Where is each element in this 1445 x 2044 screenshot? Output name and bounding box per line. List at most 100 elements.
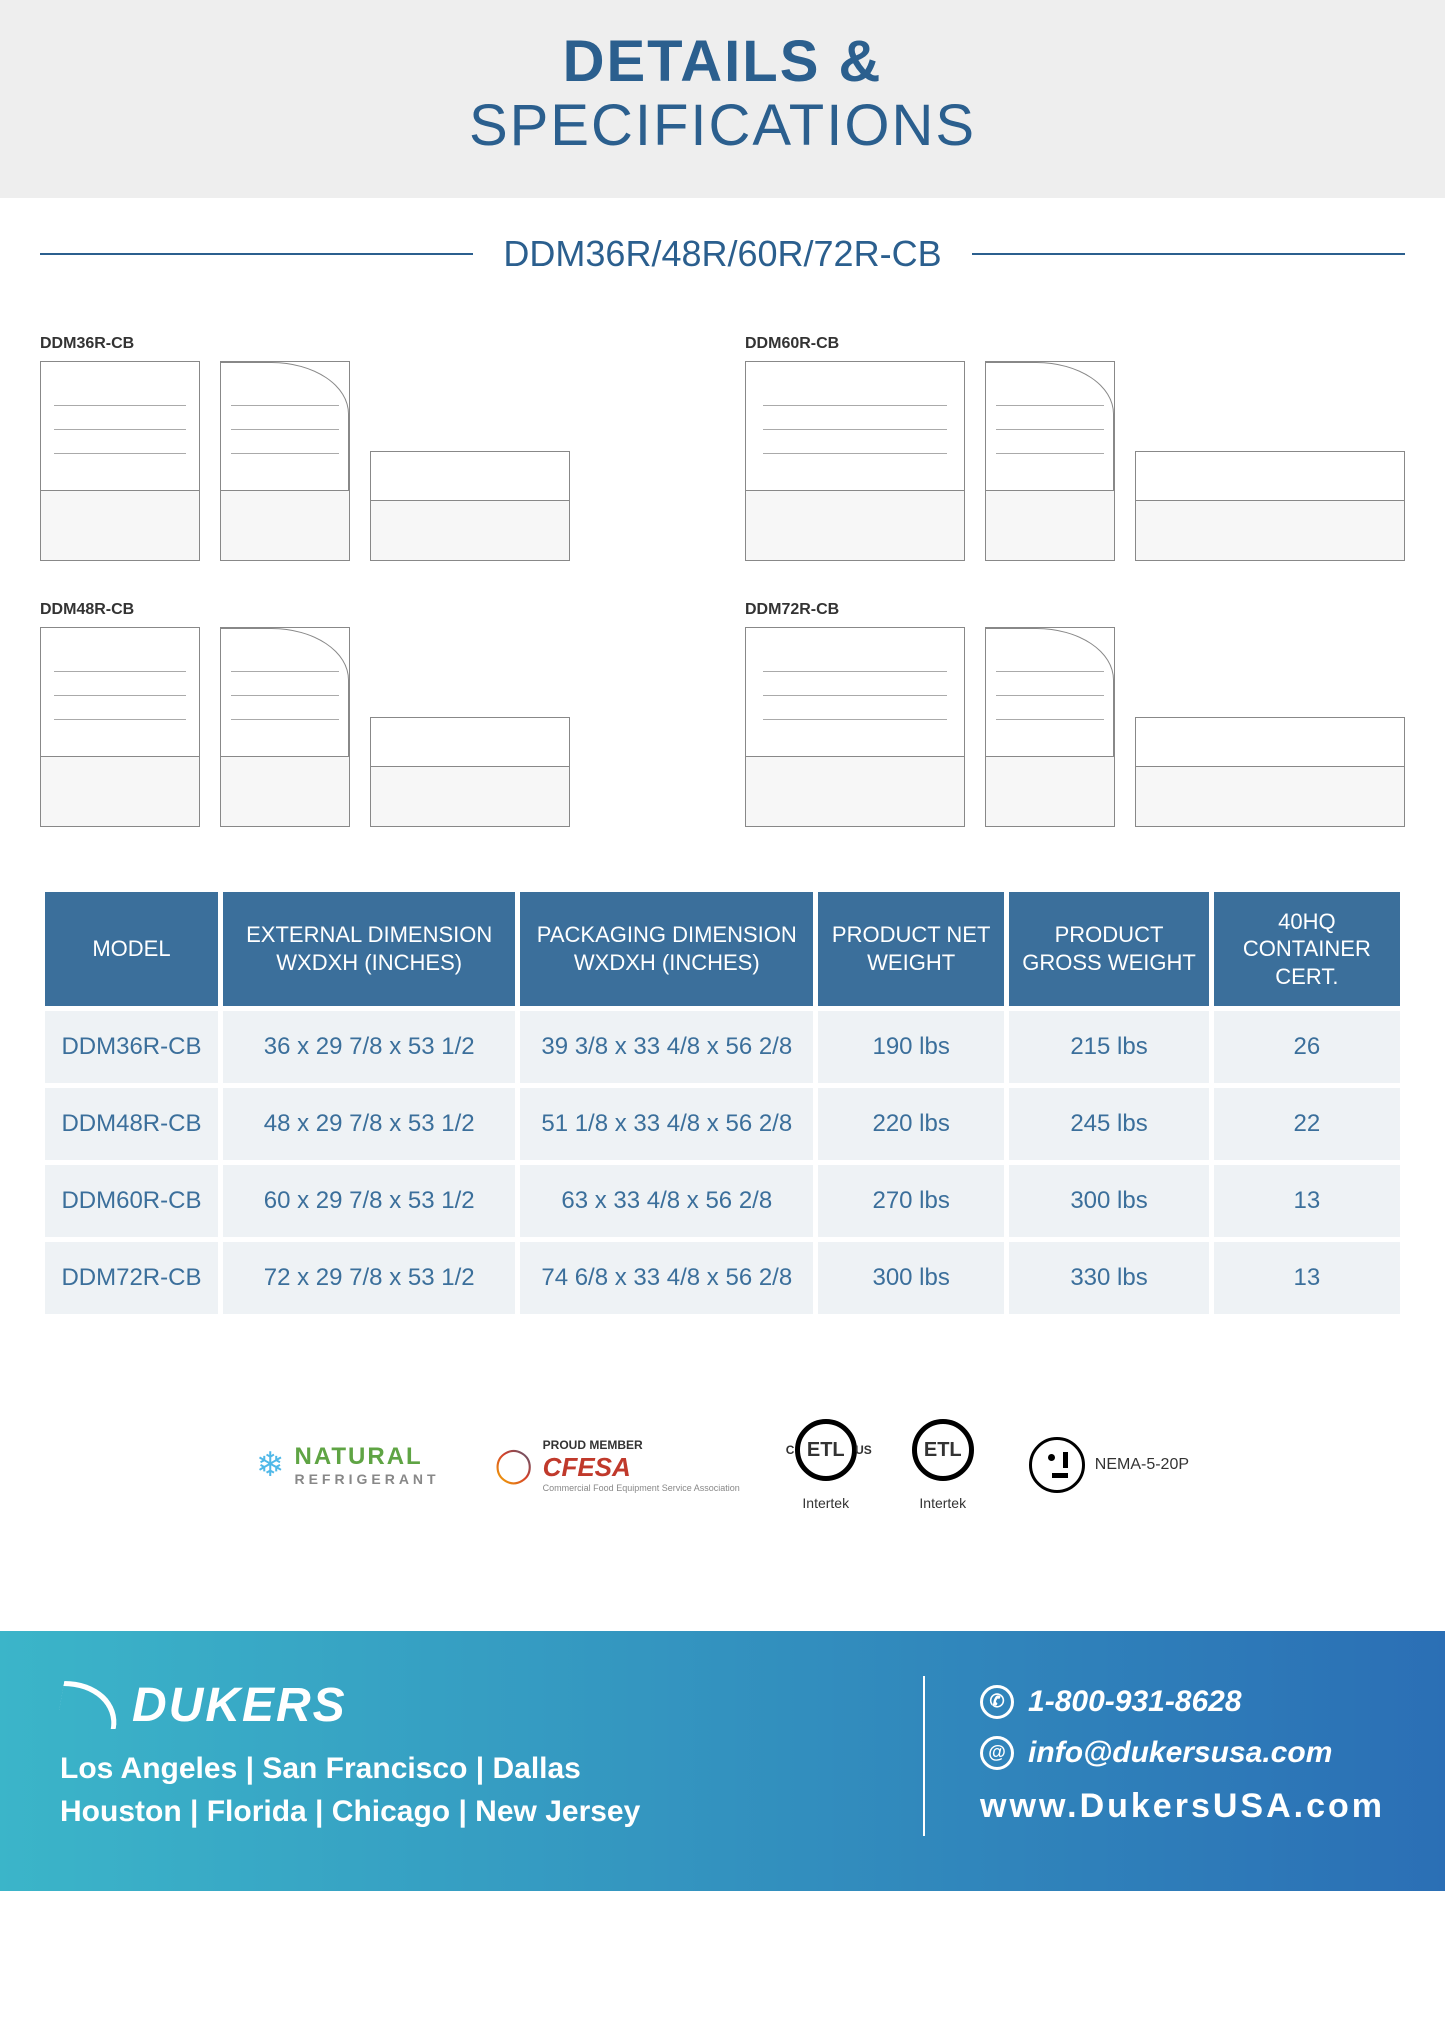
header-band: DETAILS & SPECIFICATIONS [0, 0, 1445, 198]
table-cell: 36 x 29 7/8 x 53 1/2 [223, 1011, 516, 1083]
title-line2: SPECIFICATIONS [469, 93, 976, 158]
email-address: info@dukersusa.com [1028, 1727, 1332, 1778]
etl-text: ETL [924, 1439, 962, 1462]
table-cell: 270 lbs [818, 1165, 1004, 1237]
table-cell: 245 lbs [1009, 1088, 1209, 1160]
cert-nema: NEMA-5-20P [1029, 1437, 1189, 1493]
etl-us-text: ETL [807, 1439, 845, 1462]
table-row: DDM36R-CB36 x 29 7/8 x 53 1/239 3/8 x 33… [45, 1011, 1400, 1083]
logo-swoosh-icon [56, 1681, 124, 1729]
drawing-side-view [985, 361, 1115, 561]
table-cell: 330 lbs [1009, 1242, 1209, 1314]
table-cell: 39 3/8 x 33 4/8 x 56 2/8 [520, 1011, 813, 1083]
model-range-label: DDM36R/48R/60R/72R-CB [473, 233, 971, 275]
drawing-front-view [40, 627, 200, 827]
cert-natural-refrigerant: ❄ NATURAL REFRIGERANT [256, 1443, 440, 1487]
etl-us-caption: Intertek [802, 1495, 849, 1511]
cfesa-swirl-icon: ◯ [495, 1445, 533, 1485]
table-row: DDM60R-CB60 x 29 7/8 x 53 1/263 x 33 4/8… [45, 1165, 1400, 1237]
drawing-label: DDM48R-CB [40, 601, 685, 619]
cfesa-line3: Commercial Food Equipment Service Associ… [543, 1483, 740, 1493]
snowflake-icon: ❄ [256, 1445, 285, 1485]
locations-line2: Houston | Florida | Chicago | New Jersey [60, 1790, 868, 1834]
cert-etl-us: ETL Intertek [795, 1419, 857, 1511]
table-row: DDM48R-CB48 x 29 7/8 x 53 1/251 1/8 x 33… [45, 1088, 1400, 1160]
table-header-cell: PRODUCT NETWEIGHT [818, 892, 1004, 1007]
table-header-cell: PACKAGING DIMENSIONWXDXH (INCHES) [520, 892, 813, 1007]
footer-locations: Los Angeles | San Francisco | Dallas Hou… [60, 1747, 868, 1834]
table-cell: DDM36R-CB [45, 1011, 218, 1083]
drawing-back-view [370, 451, 570, 561]
table-cell: 48 x 29 7/8 x 53 1/2 [223, 1088, 516, 1160]
brand-name: DUKERS [132, 1678, 347, 1733]
drawing-cell: DDM36R-CB [40, 335, 685, 561]
drawing-views [745, 361, 1405, 561]
table-cell: 300 lbs [818, 1242, 1004, 1314]
certification-row: ❄ NATURAL REFRIGERANT ◯ PROUD MEMBER CFE… [0, 1399, 1445, 1631]
table-cell: 26 [1214, 1011, 1400, 1083]
etl-us-badge-icon: ETL [795, 1419, 857, 1481]
drawing-label: DDM36R-CB [40, 335, 685, 353]
natural-line1: NATURAL [294, 1443, 439, 1471]
drawing-back-view [370, 717, 570, 827]
drawings-grid: DDM36R-CBDDM60R-CBDDM48R-CBDDM72R-CB [0, 295, 1445, 887]
cert-cfesa: ◯ PROUD MEMBER CFESA Commercial Food Equ… [495, 1438, 740, 1493]
spec-table-body: DDM36R-CB36 x 29 7/8 x 53 1/239 3/8 x 33… [45, 1011, 1400, 1314]
table-cell: 22 [1214, 1088, 1400, 1160]
spec-table: MODELEXTERNAL DIMENSIONWXDXH (INCHES)PAC… [40, 887, 1405, 1320]
table-cell: 51 1/8 x 33 4/8 x 56 2/8 [520, 1088, 813, 1160]
etl-badge-icon: ETL [912, 1419, 974, 1481]
footer: DUKERS Los Angeles | San Francisco | Dal… [0, 1631, 1445, 1891]
drawing-side-view [220, 361, 350, 561]
email-row: @ info@dukersusa.com [980, 1727, 1385, 1778]
drawing-label: DDM60R-CB [745, 335, 1405, 353]
cfesa-line1: PROUD MEMBER [543, 1438, 740, 1452]
footer-left: DUKERS Los Angeles | San Francisco | Dal… [60, 1678, 868, 1834]
rule-right [972, 253, 1405, 255]
email-icon: @ [980, 1736, 1014, 1770]
table-row: DDM72R-CB72 x 29 7/8 x 53 1/274 6/8 x 33… [45, 1242, 1400, 1314]
table-cell: 74 6/8 x 33 4/8 x 56 2/8 [520, 1242, 813, 1314]
drawing-front-view [40, 361, 200, 561]
drawing-views [40, 627, 685, 827]
drawing-cell: DDM60R-CB [745, 335, 1405, 561]
table-cell: 13 [1214, 1242, 1400, 1314]
drawing-back-view [1135, 717, 1405, 827]
phone-number: 1-800-931-8628 [1028, 1676, 1242, 1727]
drawing-back-view [1135, 451, 1405, 561]
table-cell: DDM72R-CB [45, 1242, 218, 1314]
drawing-views [40, 361, 685, 561]
cfesa-line2: CFESA [543, 1452, 740, 1483]
website: www.DukersUSA.com [980, 1778, 1385, 1836]
drawing-front-view [745, 361, 965, 561]
cert-etl: ETL Intertek [912, 1419, 974, 1511]
footer-divider [923, 1676, 925, 1836]
drawing-cell: DDM48R-CB [40, 601, 685, 827]
phone-row: ✆ 1-800-931-8628 [980, 1676, 1385, 1727]
etl-caption: Intertek [919, 1495, 966, 1511]
title-line1: DETAILS & [563, 29, 883, 94]
table-cell: 60 x 29 7/8 x 53 1/2 [223, 1165, 516, 1237]
table-header-cell: 40HQCONTAINER CERT. [1214, 892, 1400, 1007]
locations-line1: Los Angeles | San Francisco | Dallas [60, 1747, 868, 1791]
rule-left [40, 253, 473, 255]
table-cell: 13 [1214, 1165, 1400, 1237]
table-cell: 72 x 29 7/8 x 53 1/2 [223, 1242, 516, 1314]
table-cell: DDM48R-CB [45, 1088, 218, 1160]
spec-table-head: MODELEXTERNAL DIMENSIONWXDXH (INCHES)PAC… [45, 892, 1400, 1007]
table-cell: 63 x 33 4/8 x 56 2/8 [520, 1165, 813, 1237]
phone-icon: ✆ [980, 1685, 1014, 1719]
table-header-cell: PRODUCTGROSS WEIGHT [1009, 892, 1209, 1007]
natural-line2: REFRIGERANT [294, 1471, 439, 1487]
table-header-cell: EXTERNAL DIMENSIONWXDXH (INCHES) [223, 892, 516, 1007]
footer-logo: DUKERS [60, 1678, 868, 1733]
table-cell: 215 lbs [1009, 1011, 1209, 1083]
table-cell: 220 lbs [818, 1088, 1004, 1160]
subheader: DDM36R/48R/60R/72R-CB [0, 198, 1445, 295]
table-header-cell: MODEL [45, 892, 218, 1007]
table-cell: 300 lbs [1009, 1165, 1209, 1237]
table-cell: 190 lbs [818, 1011, 1004, 1083]
nema-plug-icon [1029, 1437, 1085, 1493]
footer-contact: ✆ 1-800-931-8628 @ info@dukersusa.com ww… [980, 1676, 1385, 1836]
drawing-side-view [220, 627, 350, 827]
